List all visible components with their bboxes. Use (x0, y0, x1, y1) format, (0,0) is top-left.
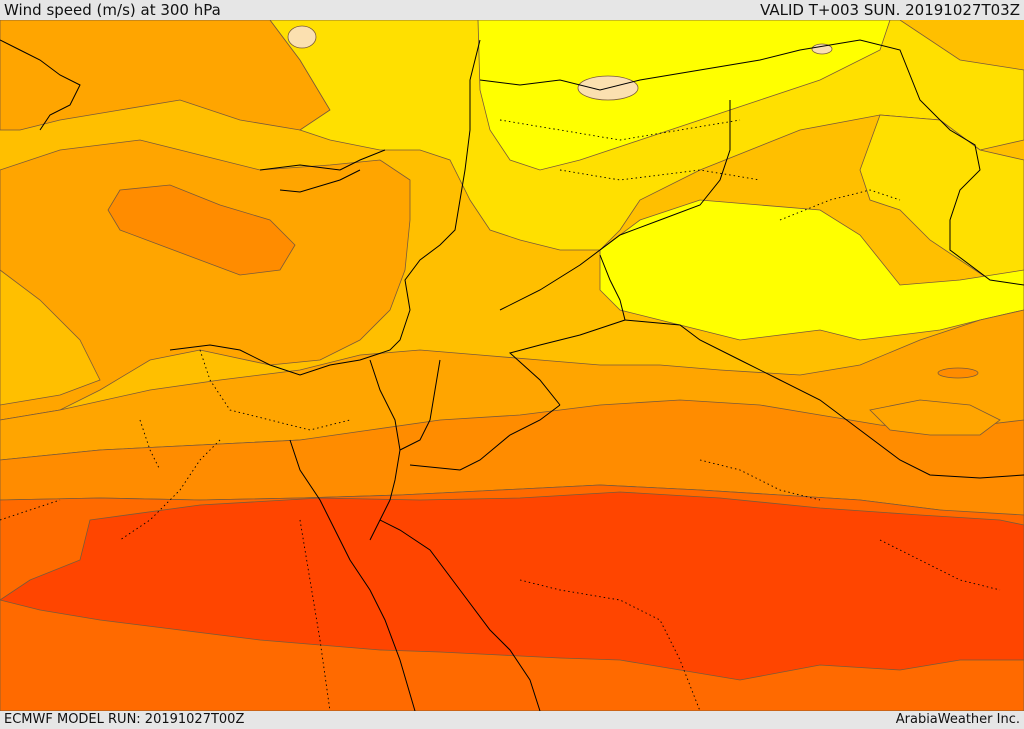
wind-speed-map (0, 20, 1024, 711)
zone-red-core (0, 491, 1024, 681)
model-run: ECMWF MODEL RUN: 20191027T00Z (4, 712, 245, 727)
political-borders (409, 100, 1024, 479)
peach-spot-1 (287, 25, 317, 49)
coastlines (0, 39, 1024, 711)
header-bar: Wind speed (m/s) at 300 hPa VALID T+003 … (0, 0, 1024, 20)
zone-gold-lobe (0, 269, 101, 406)
credit-text: ArabiaWeather Inc. (895, 712, 1020, 727)
map-title: Wind speed (m/s) at 300 hPa (4, 1, 221, 19)
zone-yellow-east (859, 114, 1024, 281)
zone-east-spot (937, 367, 979, 379)
zone-brightest (477, 20, 891, 171)
valid-time: VALID T+003 SUN. 20191027T03Z (760, 1, 1020, 19)
zone-east-pocket (869, 399, 1001, 436)
internal-boundaries (0, 119, 1001, 711)
footer-bar: ECMWF MODEL RUN: 20191027T00Z ArabiaWeat… (0, 711, 1024, 729)
zone-orange-blob (107, 184, 296, 276)
map-canvas (0, 20, 1024, 711)
zone-orange-west (0, 139, 411, 421)
peach-spot-3 (811, 43, 833, 55)
